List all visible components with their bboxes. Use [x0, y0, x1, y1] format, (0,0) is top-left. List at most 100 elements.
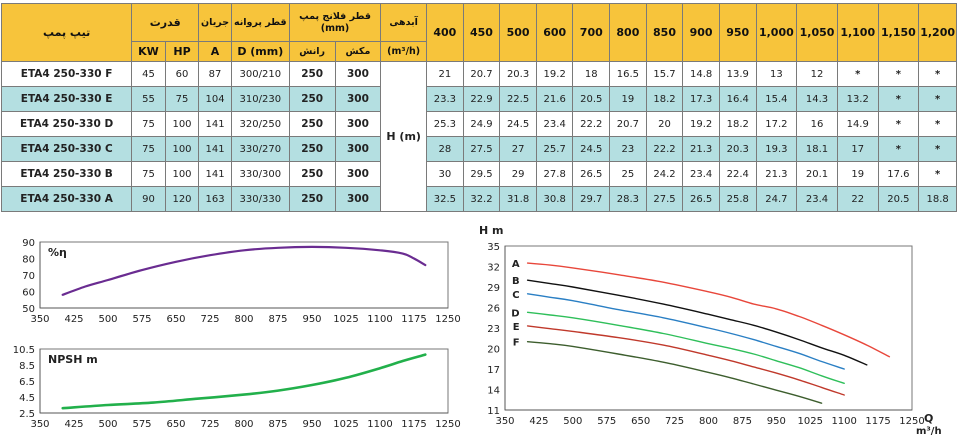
head-value-cell: 25.3 — [426, 111, 464, 137]
amp-cell: 141 — [198, 111, 232, 137]
x-tick-label: 1175 — [401, 314, 426, 325]
x-tick-label: 800 — [699, 416, 718, 427]
table-row: ETA4 250-330 E 55 75 104 310/230 250 300 23.3 22… — [0, 86, 957, 112]
head-value-cell: 23.3 — [426, 86, 464, 112]
head-value-cell: 24.9 — [462, 111, 501, 137]
head-value-cell: 19.2 — [535, 61, 574, 87]
pump-performance-table: تیپ پمپ قدرت جریان قطر پروانه قطر فلانج … — [0, 3, 957, 212]
head-value-cell: 27.5 — [462, 136, 501, 162]
x-tick-label: 875 — [733, 416, 752, 427]
x-tick-label: 350 — [30, 419, 49, 430]
header-dmm: D (mm) — [230, 41, 290, 62]
x-tick-label: 1175 — [865, 416, 890, 427]
header-unit: (m³/h) — [380, 41, 428, 62]
x-tick-label: 725 — [200, 419, 219, 430]
model-cell: ETA4 250-330 E — [0, 86, 133, 112]
head-value-cell: 25.7 — [535, 136, 574, 162]
y-tick-label: 35 — [487, 242, 500, 253]
discharge-flange-cell: 250 — [288, 161, 336, 187]
x-tick-label: 800 — [234, 419, 253, 430]
header-flow-col: 900 — [682, 3, 720, 62]
header-rans: رانش — [288, 41, 336, 62]
x-tick-label: 650 — [166, 419, 185, 430]
x-tick-label: 1025 — [798, 416, 823, 427]
x-tick-label: 575 — [132, 314, 151, 325]
header-delivery: آبدهی — [380, 3, 428, 42]
head-value-cell: 12 — [796, 61, 838, 87]
head-value-cell: 18.8 — [918, 186, 957, 212]
x-tick-label: 650 — [631, 416, 650, 427]
impeller-diameter-cell: 300/210 — [230, 61, 290, 87]
discharge-flange-cell: 250 — [288, 86, 336, 112]
x-tick-label: 425 — [529, 416, 548, 427]
header-impeller: قطر پروانه — [230, 3, 290, 42]
y-tick-label: 4.5 — [19, 393, 35, 404]
head-value-cell: 18.2 — [718, 111, 757, 137]
head-value-cell: 16.4 — [718, 86, 757, 112]
table-row: ETA4 250-330 C 75 100 141 330/270 250 300 28 27.… — [0, 136, 957, 162]
series-line — [526, 311, 845, 384]
header-flow-col: 600 — [535, 3, 574, 62]
y-tick-label: 20 — [487, 345, 500, 356]
x-tick-label: 425 — [64, 419, 83, 430]
x-tick-label: 1250 — [899, 416, 924, 427]
efficiency-chart: 350 425 500 575 650 725 800 875 950 1025 1100 1175 1… — [22, 238, 460, 325]
header-flow: جریان — [198, 3, 232, 42]
x-tick-label: 950 — [302, 314, 321, 325]
head-value-cell: 17 — [836, 136, 879, 162]
chart-title: NPSH m — [48, 353, 98, 366]
y-tick-label: 32 — [487, 263, 500, 274]
plot-frame — [39, 241, 449, 309]
head-unit-cell: H (m) — [380, 61, 428, 212]
npsh-chart: 350 425 500 575 650 725 800 875 950 1025 1100 1175 1… — [13, 345, 461, 430]
y-axis-label: H m — [479, 224, 504, 237]
head-value-cell: 26.5 — [682, 186, 720, 212]
head-value-cell: 25.8 — [718, 186, 757, 212]
suction-flange-cell: 300 — [334, 86, 382, 112]
x-tick-label: 875 — [268, 419, 287, 430]
x-tick-label: 1100 — [831, 416, 856, 427]
head-value-cell: 18.2 — [645, 86, 684, 112]
hp-cell: 100 — [164, 161, 200, 187]
y-tick-label: 90 — [22, 238, 35, 249]
head-capacity-chart: 350 425 500 575 650 725 800 875 950 1025 1100 1175 1… — [479, 224, 942, 437]
model-cell: ETA4 250-330 C — [0, 136, 133, 162]
series-label: F — [513, 338, 520, 349]
x-tick-label: 575 — [132, 419, 151, 430]
head-value-cell: 20.5 — [572, 86, 611, 112]
head-value-cell: 21.6 — [535, 86, 574, 112]
y-tick-label: 17 — [487, 365, 500, 376]
x-axis-label: Q — [924, 412, 933, 425]
header-makesh: مکش — [334, 41, 382, 62]
series-line — [526, 293, 845, 370]
series-label: B — [512, 276, 520, 287]
hp-cell: 75 — [164, 86, 200, 112]
x-tick-label: 1025 — [333, 419, 358, 430]
table-row: ETA4 250-330 F 45 60 87 300/210 250 300 H (m) 21… — [0, 61, 957, 212]
head-value-cell: 14.8 — [682, 61, 720, 87]
y-tick-label: 23 — [487, 324, 500, 335]
head-value-cell: 22.9 — [462, 86, 501, 112]
head-value-cell: 31.8 — [499, 186, 537, 212]
amp-cell: 141 — [198, 161, 232, 187]
head-value-cell: 30 — [426, 161, 464, 187]
suction-flange-cell: 300 — [334, 186, 382, 212]
x-tick-label: 1250 — [435, 419, 460, 430]
y-tick-label: 8.5 — [19, 361, 35, 372]
series-line — [526, 262, 891, 358]
head-value-cell: 20 — [645, 111, 684, 137]
head-value-cell: 27.8 — [535, 161, 574, 187]
head-value-cell: * — [918, 161, 957, 187]
series-line — [526, 279, 868, 366]
x-tick-label: 725 — [200, 314, 219, 325]
header-flow-col: 700 — [572, 3, 611, 62]
series-line — [526, 341, 823, 404]
impeller-diameter-cell: 320/250 — [230, 111, 290, 137]
impeller-diameter-cell: 330/330 — [230, 186, 290, 212]
header-flow-col: 1,200 — [918, 3, 957, 62]
kw-cell: 45 — [131, 61, 166, 87]
head-value-cell: 16 — [796, 111, 838, 137]
header-flow-col: 1,050 — [796, 3, 838, 62]
y-tick-label: 26 — [487, 304, 500, 315]
head-value-cell: 27.5 — [645, 186, 684, 212]
